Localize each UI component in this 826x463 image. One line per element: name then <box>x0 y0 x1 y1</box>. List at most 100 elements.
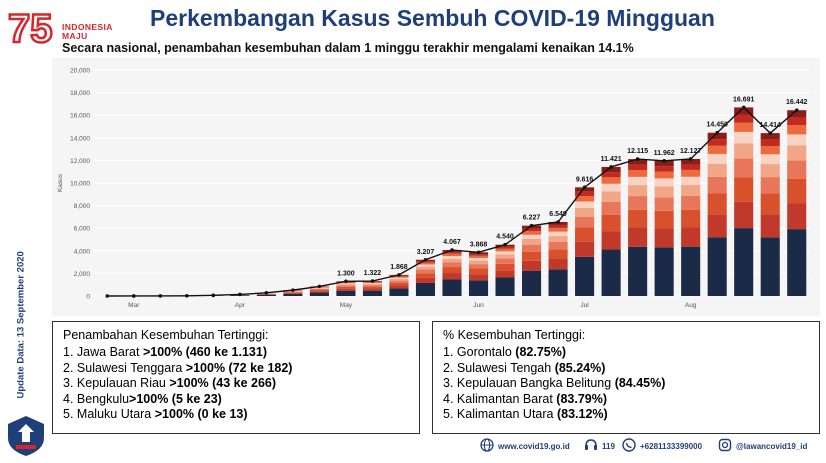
item-name: Kepulauan Bangka Belitung <box>456 376 615 390</box>
line-point <box>238 292 242 297</box>
list-item: 4. Bengkulu>100% (5 ke 23) <box>63 392 409 408</box>
logo-text: INDONESIA MAJU <box>62 23 113 41</box>
data-label: 12.115 <box>627 148 648 155</box>
bar-segment <box>415 262 436 265</box>
bar-segment <box>442 273 462 280</box>
item-name: Kalimantan Utara <box>456 407 557 421</box>
list-item: 3. Kepulauan Bangka Belitung (84.45%) <box>443 376 809 392</box>
data-label: 16.691 <box>733 96 755 103</box>
bar-segment <box>707 193 727 215</box>
bar-segment <box>309 292 329 296</box>
bar-segment <box>283 293 303 296</box>
bar-segment <box>681 195 701 210</box>
bar-segment <box>601 214 621 232</box>
line-point <box>635 157 640 161</box>
bar-segment <box>442 279 462 296</box>
x-tick-label: Mar <box>128 302 140 309</box>
bar-segment <box>522 270 542 296</box>
bar-segment <box>787 203 807 230</box>
bar-segment <box>336 284 356 286</box>
list-item: 5. Kalimantan Utara (83.12%) <box>443 407 809 423</box>
y-tick-label: 18,000 <box>70 90 90 97</box>
data-label: 1.300 <box>337 270 355 277</box>
bar-segment <box>707 176 727 194</box>
footer-instagram[interactable]: @lawancovid19_id <box>736 442 808 451</box>
bar-segment <box>628 196 648 210</box>
item-number: 4. <box>443 391 454 406</box>
line-point <box>556 220 560 224</box>
logo-75-icon: 75 <box>7 6 54 53</box>
bar-segment <box>548 249 568 259</box>
bar-segment <box>362 288 382 291</box>
bar-segment <box>468 257 489 261</box>
line-point <box>264 291 269 295</box>
item-number: 5. <box>443 407 454 421</box>
highest-recovery-rate-box: % Kesembuhan Tertinggi: 1. Gorontalo (82… <box>432 321 820 434</box>
bar-segment <box>734 201 754 229</box>
bar-segment <box>681 246 701 296</box>
footer-website[interactable]: www.covid19.go.id <box>498 442 570 451</box>
bar-segment <box>256 294 276 296</box>
bar-segment <box>415 269 436 274</box>
line-point <box>662 159 666 163</box>
bar-segment <box>336 285 356 287</box>
item-value: >100% (5 ke 23) <box>129 391 222 406</box>
data-label: 4.067 <box>443 239 461 246</box>
bar-segment <box>654 160 674 167</box>
bar-segment <box>522 251 542 261</box>
globe-icon <box>480 438 494 452</box>
bar-segment <box>628 176 648 186</box>
bar-segment <box>415 261 436 263</box>
line-point <box>529 223 534 228</box>
list-item: 1. Gorontalo (82.75%) <box>443 345 809 361</box>
data-label: 3.868 <box>470 241 488 248</box>
bar-segment <box>654 178 674 187</box>
whatsapp-icon <box>622 438 636 452</box>
bar-segment <box>415 264 436 267</box>
bar-segment <box>283 291 303 293</box>
bar-segment <box>548 258 568 270</box>
bar-segment <box>654 166 674 172</box>
line-point <box>158 294 163 298</box>
bar-segment <box>760 139 780 147</box>
bar-segment <box>336 286 356 289</box>
data-label: 14.450 <box>706 122 728 129</box>
update-date-text: Update Data: 13 September 2020 <box>15 251 27 399</box>
bar-segment <box>628 159 648 165</box>
x-tick-label: Aug <box>685 302 697 309</box>
y-tick-label: 12,000 <box>70 158 90 165</box>
bar-segment <box>389 278 409 281</box>
bar-segment <box>760 177 780 194</box>
bar-segment <box>309 288 329 290</box>
line-point <box>105 294 110 298</box>
data-label: 12.127 <box>680 148 702 155</box>
data-label: 11.962 <box>654 150 675 157</box>
line-point <box>768 131 773 135</box>
bar-segment <box>681 169 701 177</box>
bar-segment <box>309 291 329 293</box>
bar-segment <box>575 201 595 208</box>
item-value: (83.79%) <box>556 391 608 406</box>
bar-segment <box>415 273 436 278</box>
bar-segment <box>468 254 489 256</box>
bar-segment <box>575 227 595 242</box>
x-tick-label: May <box>340 302 353 309</box>
y-tick-label: 20,000 <box>70 68 90 75</box>
item-number: 4. <box>63 391 74 406</box>
bar-segment <box>734 228 754 296</box>
list-item: 4. Kalimantan Barat (83.79%) <box>443 392 809 408</box>
footer-hotline[interactable]: 119 <box>602 442 615 451</box>
bar-segment <box>548 227 568 232</box>
bar-segment <box>336 288 356 291</box>
bar-segment <box>734 122 754 132</box>
bar-segment <box>468 280 489 296</box>
bar-segment <box>362 285 382 287</box>
item-name: Jawa Barat <box>76 345 143 359</box>
list-item: 3. Kepulauan Riau >100% (43 ke 266) <box>63 376 409 392</box>
y-tick-label: 6,000 <box>74 226 91 233</box>
bar-segment <box>707 132 727 140</box>
data-label: 6.227 <box>523 215 541 222</box>
bar-segment <box>468 255 489 258</box>
footer-whatsapp[interactable]: +6281133399000 <box>640 442 703 451</box>
item-value: >100% (0 ke 13) <box>154 407 248 421</box>
